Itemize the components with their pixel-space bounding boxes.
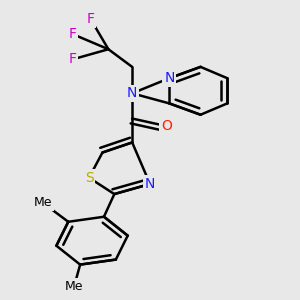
- Text: O: O: [161, 119, 172, 133]
- Text: F: F: [87, 12, 94, 26]
- Text: F: F: [69, 52, 77, 66]
- Text: F: F: [69, 27, 77, 41]
- Text: N: N: [127, 86, 137, 100]
- Text: S: S: [85, 171, 93, 185]
- Text: Me: Me: [65, 280, 83, 292]
- Text: N: N: [145, 177, 155, 191]
- Text: N: N: [164, 71, 175, 85]
- Text: Me: Me: [34, 196, 52, 209]
